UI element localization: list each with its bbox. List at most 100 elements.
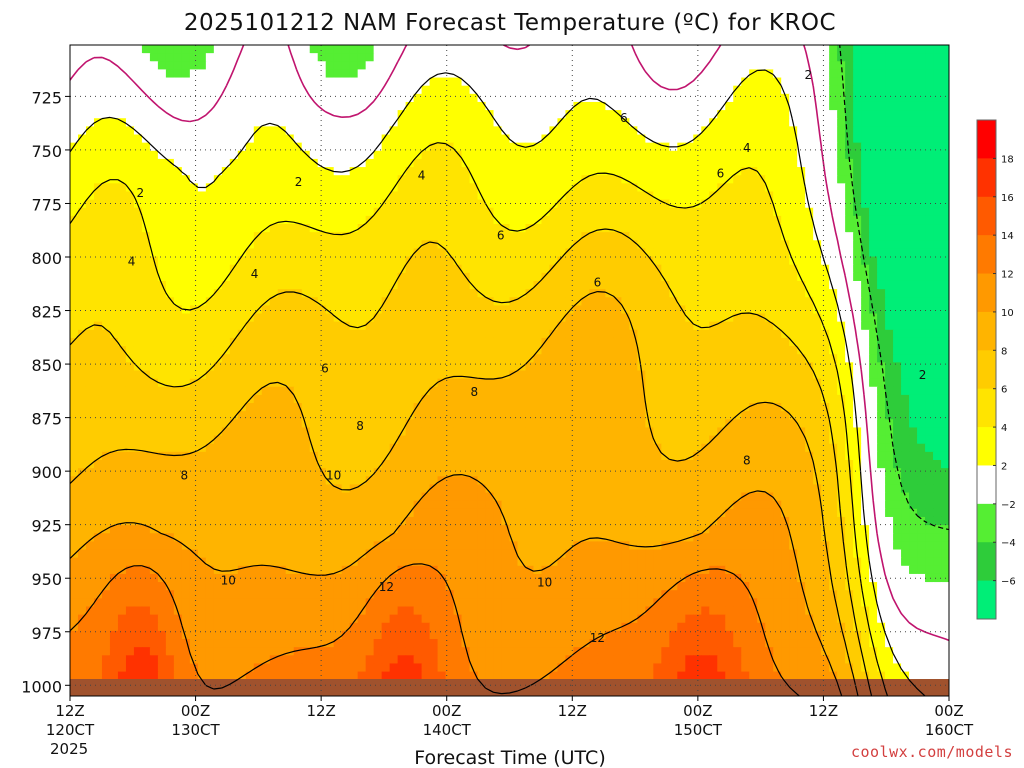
field-cell [237,272,247,282]
field-cell [205,411,215,420]
field-cell [941,256,949,266]
field-cell [797,199,806,209]
field-cell [253,101,263,111]
field-cell [757,346,766,355]
field-cell [493,264,503,274]
field-cell [525,167,535,176]
field-cell [109,346,119,355]
field-cell [261,150,271,160]
field-cell [165,101,175,111]
field-cell [813,93,822,103]
field-cell [101,167,111,176]
field-cell [885,53,894,62]
field-cell [221,232,231,241]
field-cell [517,248,527,258]
field-cell [333,191,343,201]
field-cell [149,272,159,282]
field-cell [605,346,614,355]
field-cell [477,305,487,315]
field-cell [437,191,447,201]
field-cell [701,289,710,298]
field-cell [77,232,87,241]
field-cell [349,215,359,225]
field-cell [533,150,543,160]
field-cell [541,142,551,152]
field-cell [181,378,191,388]
field-cell [165,394,175,404]
field-cell [197,167,207,176]
field-cell [149,61,159,71]
field-cell [741,45,750,54]
field-cell [101,346,111,355]
field-cell [661,110,670,119]
field-cell [805,280,814,290]
field-cell [709,362,718,372]
field-cell [389,134,399,144]
field-cell [437,215,447,225]
field-cell [293,272,303,282]
field-cell [821,289,830,298]
field-cell [365,85,375,95]
field-cell [701,256,710,266]
field-cell [589,224,598,233]
field-cell [253,362,263,372]
field-cell [621,199,630,209]
field-cell [293,167,303,176]
field-cell [773,297,782,306]
field-cell [845,69,854,79]
field-cell [589,289,598,298]
field-cell [717,329,726,339]
field-cell [341,158,351,168]
field-cell [485,93,495,103]
field-cell [725,362,734,372]
field-cell [77,321,87,331]
field-cell [93,150,103,160]
field-cell [309,126,319,136]
field-cell [941,232,949,241]
field-cell [621,69,630,79]
field-cell [893,134,902,144]
field-cell [261,101,271,111]
field-cell [189,224,199,233]
field-cell [301,280,311,290]
field-cell [197,126,207,136]
field-cell [725,224,734,233]
field-cell [101,85,111,95]
field-cell [557,232,567,241]
field-cell [693,134,702,144]
field-cell [309,337,319,347]
field-cell [605,370,614,380]
field-cell [781,126,790,136]
field-cell [885,305,894,315]
field-cell [477,45,487,54]
field-cell [157,110,167,119]
field-cell [917,93,926,103]
field-cell [789,289,798,298]
field-cell [341,362,351,372]
field-cell [333,370,343,380]
field-cell [485,215,495,225]
field-cell [205,191,215,201]
field-cell [149,264,159,274]
field-cell [853,167,862,176]
field-cell [429,305,439,315]
field-cell [701,215,710,225]
field-cell [205,118,215,127]
field-cell [733,126,742,136]
field-cell [613,280,622,290]
field-cell [757,158,766,168]
field-cell [189,256,199,266]
field-cell [181,297,191,306]
field-cell [677,183,686,193]
field-cell [117,69,127,79]
field-cell [205,175,215,184]
field-cell [301,175,311,184]
field-cell [117,191,127,201]
field-cell [797,289,806,298]
field-cell [485,61,495,71]
field-cell [125,85,135,95]
field-cell [869,305,878,315]
field-cell [77,337,87,347]
field-cell [693,394,702,404]
field-cell [437,240,447,250]
